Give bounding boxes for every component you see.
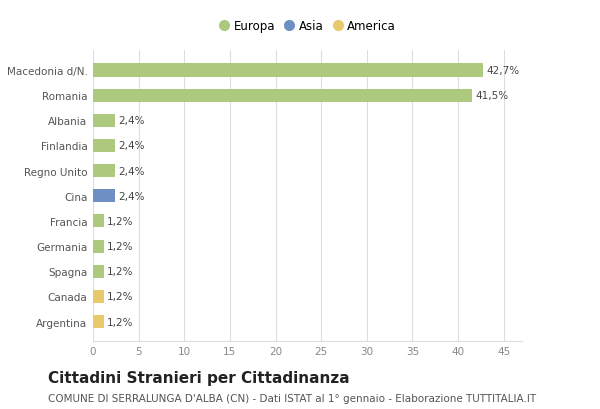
Text: COMUNE DI SERRALUNGA D'ALBA (CN) - Dati ISTAT al 1° gennaio - Elaborazione TUTTI: COMUNE DI SERRALUNGA D'ALBA (CN) - Dati … xyxy=(48,393,536,403)
Bar xyxy=(93,115,115,128)
Text: 2,4%: 2,4% xyxy=(118,166,145,176)
Text: Cittadini Stranieri per Cittadinanza: Cittadini Stranieri per Cittadinanza xyxy=(48,370,350,385)
Text: 1,2%: 1,2% xyxy=(107,292,134,302)
Bar xyxy=(93,139,115,153)
Text: 1,2%: 1,2% xyxy=(107,267,134,276)
Text: 2,4%: 2,4% xyxy=(118,116,145,126)
Legend: Europa, Asia, America: Europa, Asia, America xyxy=(216,16,399,36)
Bar xyxy=(93,190,115,203)
Bar xyxy=(93,90,472,103)
Text: 1,2%: 1,2% xyxy=(107,242,134,252)
Bar xyxy=(93,315,104,328)
Text: 1,2%: 1,2% xyxy=(107,317,134,327)
Text: 1,2%: 1,2% xyxy=(107,216,134,227)
Text: 2,4%: 2,4% xyxy=(118,191,145,201)
Text: 41,5%: 41,5% xyxy=(475,91,508,101)
Bar xyxy=(93,64,483,77)
Bar xyxy=(93,165,115,178)
Bar xyxy=(93,290,104,303)
Text: 2,4%: 2,4% xyxy=(118,141,145,151)
Bar xyxy=(93,240,104,253)
Bar xyxy=(93,215,104,228)
Text: 42,7%: 42,7% xyxy=(486,66,519,76)
Bar xyxy=(93,265,104,278)
